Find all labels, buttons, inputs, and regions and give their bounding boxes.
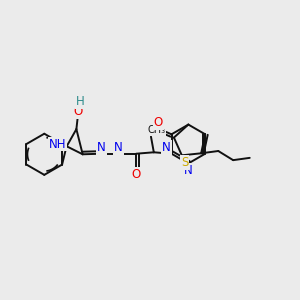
Text: NH: NH (49, 137, 66, 151)
Text: O: O (154, 116, 163, 129)
Text: N: N (114, 141, 123, 154)
Text: S: S (181, 156, 188, 169)
Text: N: N (183, 164, 192, 177)
Text: H: H (76, 95, 85, 108)
Text: CH₃: CH₃ (147, 125, 165, 135)
Text: N: N (162, 141, 171, 154)
Text: O: O (131, 168, 141, 181)
Text: N: N (97, 141, 106, 154)
Text: O: O (73, 105, 83, 118)
